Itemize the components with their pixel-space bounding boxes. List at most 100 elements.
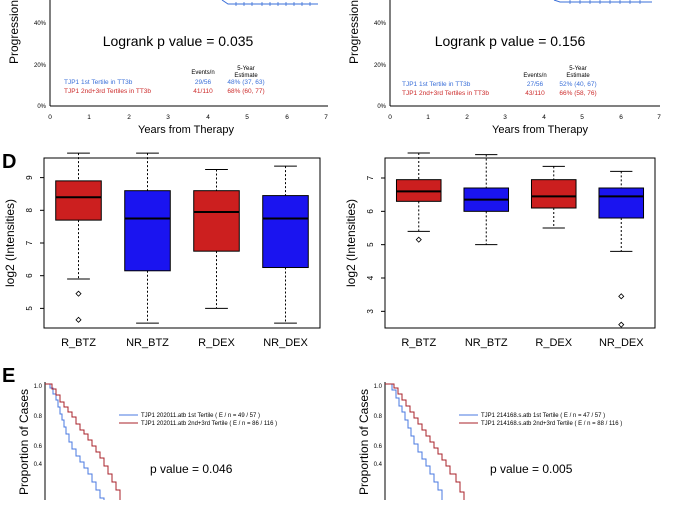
y-tick-label: 40% xyxy=(34,21,47,27)
category-label: R_DEX xyxy=(198,337,235,349)
panel-letter-e: E xyxy=(2,365,16,387)
y-axis-label: Proportion of Cases xyxy=(357,389,371,495)
km-panel-e-left: Proportion of Cases 1.0 0.8 0.6 0.4 TJP1… xyxy=(0,362,340,500)
y-tick-label: 20% xyxy=(374,63,387,69)
box-r-dex xyxy=(193,168,240,309)
boxplot-panel-left: log2 (Intensities) 5 6 7 8 9 R_BTZ NR_BTZ R_DEX N… xyxy=(0,148,340,360)
x-tick-label: 0 xyxy=(48,114,52,121)
legend-row-1-label: TJP1 1st Tertile in TT3b xyxy=(64,79,133,86)
legend-label-blue: TJP1 202011.atb 1st Tertile ( E / n = 49… xyxy=(141,413,260,419)
legend-row-1-estimate: 48% (37, 63) xyxy=(227,79,264,86)
y-axis-label: Proportion of Cases xyxy=(17,389,31,495)
x-axis-label: Years from Therapy xyxy=(492,124,588,136)
box-r-btz xyxy=(55,152,102,323)
x-tick-label: 5 xyxy=(245,114,249,121)
km-chart-e-left: Proportion of Cases 1.0 0.8 0.6 0.4 TJP1… xyxy=(17,382,277,500)
x-axis-label: Years from Therapy xyxy=(138,124,234,136)
box-nr-dex xyxy=(598,170,645,328)
category-label: NR_DEX xyxy=(263,337,308,349)
y-tick-label: 4 xyxy=(366,275,375,280)
boxplot-chart-right: log2 (Intensities) 3 4 5 6 7 R_BTZ NR_BTZ R_DEX N… xyxy=(344,152,656,349)
x-tick-label: 6 xyxy=(285,114,289,121)
category-label: NR_BTZ xyxy=(465,337,508,349)
y-tick-label: 3 xyxy=(366,309,375,314)
legend-row-2-events: 41/110 xyxy=(193,88,213,95)
box-body xyxy=(262,195,309,269)
x-tick-label: 2 xyxy=(127,114,131,121)
plot-frame xyxy=(384,157,656,329)
y-tick-label: 0.6 xyxy=(34,444,43,450)
estimate-header-1: 5-Year xyxy=(569,66,586,72)
x-tick-label: 6 xyxy=(619,114,623,121)
box-body xyxy=(530,179,577,209)
km-chart-e-right: Proportion of Cases 1.0 0.8 0.6 0.4 TJP1… xyxy=(357,382,622,500)
y-tick-label: 1.0 xyxy=(374,384,383,390)
km-curve-blue xyxy=(553,0,652,4)
y-tick-label: 7 xyxy=(25,240,34,245)
events-header: Events/n xyxy=(523,73,546,79)
x-tick-label: 4 xyxy=(542,114,546,121)
legend-row-1-events: 27/56 xyxy=(527,81,544,88)
boxplot-chart-left: log2 (Intensities) 5 6 7 8 9 R_BTZ NR_BTZ R_DEX N… xyxy=(3,152,321,349)
estimate-header-1: 5-Year xyxy=(237,66,254,72)
logrank-p-value: Logrank p value = 0.035 xyxy=(103,33,254,49)
legend-row-2-events: 43/110 xyxy=(525,90,545,97)
legend-row-1-estimate: 52% (40, 67) xyxy=(559,81,596,88)
p-value: p value = 0.005 xyxy=(490,462,573,476)
y-tick-label: 20% xyxy=(34,63,47,69)
km-curve-red xyxy=(385,383,465,500)
x-tick-label: 1 xyxy=(87,114,91,121)
legend-label-red: TJP1 214168.s.atb 2nd+3rd Tertile ( E / … xyxy=(481,421,622,427)
category-label: NR_BTZ xyxy=(126,337,169,349)
y-tick-label: 5 xyxy=(366,242,375,247)
legend-label-red: TJP1 202011.atb 2nd+3rd Tertile ( E / n … xyxy=(141,421,277,427)
events-header: Events/n xyxy=(191,70,214,76)
x-tick-label: 3 xyxy=(503,114,507,121)
x-ticks: 0 1 2 3 4 5 6 7 xyxy=(388,114,661,121)
y-tick-label: 7 xyxy=(366,175,375,180)
km-panel-e-right: Proportion of Cases 1.0 0.8 0.6 0.4 TJP1… xyxy=(340,362,680,500)
x-tick-label: 3 xyxy=(166,114,170,121)
box-body xyxy=(124,190,171,272)
y-axis-label: log2 (Intensities) xyxy=(344,199,358,287)
outlier-point xyxy=(75,316,82,323)
category-label: NR_DEX xyxy=(599,337,644,349)
box-nr-dex xyxy=(262,165,309,324)
boxplot-panel-right: log2 (Intensities) 3 4 5 6 7 R_BTZ NR_BTZ R_DEX N… xyxy=(340,148,680,360)
y-tick-label: 0% xyxy=(37,104,46,110)
y-tick-label: 40% xyxy=(374,21,387,27)
x-tick-label: 4 xyxy=(206,114,210,121)
category-label: R_DEX xyxy=(535,337,572,349)
legend-row-2-estimate: 68% (60, 77) xyxy=(227,88,264,95)
legend-row-2-label: TJP1 2nd+3rd Tertiles in TT3b xyxy=(64,88,151,95)
y-tick-label: 0.8 xyxy=(34,414,43,420)
panel-letter-d: D xyxy=(2,151,17,173)
box-nr-btz xyxy=(124,152,171,324)
y-tick-label: 0.4 xyxy=(374,462,383,468)
y-tick-label: 0.6 xyxy=(374,444,383,450)
legend-row-2-estimate: 66% (58, 76) xyxy=(559,90,596,97)
km-panel-c-left: Progression 40% 20% 0% Logrank p value =… xyxy=(0,0,340,140)
p-value: p value = 0.046 xyxy=(150,462,233,476)
category-label: R_BTZ xyxy=(401,337,436,349)
legend-row-1-label: TJP1 1st Tertile in TT3b xyxy=(402,81,471,88)
box-r-dex xyxy=(530,165,577,229)
y-tick-label: 0.8 xyxy=(374,414,383,420)
box-body xyxy=(55,180,102,221)
outlier-point xyxy=(75,290,82,297)
outlier-point xyxy=(415,236,422,243)
km-curve-blue xyxy=(45,383,105,500)
y-tick-label: 1.0 xyxy=(34,384,43,390)
y-tick-label: 5 xyxy=(25,306,34,311)
y-tick-label: 9 xyxy=(25,175,34,180)
category-label: R_BTZ xyxy=(61,337,96,349)
estimate-header-2: Estimate xyxy=(234,73,258,79)
outlier-point xyxy=(618,321,625,328)
x-tick-label: 2 xyxy=(465,114,469,121)
box-r-btz xyxy=(395,152,442,243)
box-body xyxy=(193,190,240,252)
km-chart-c-right: Progression 40% 20% 0% Logrank p value =… xyxy=(347,0,661,136)
km-curve-red xyxy=(45,383,121,500)
outlier-point xyxy=(618,293,625,300)
y-tick-label: 0% xyxy=(377,104,386,110)
